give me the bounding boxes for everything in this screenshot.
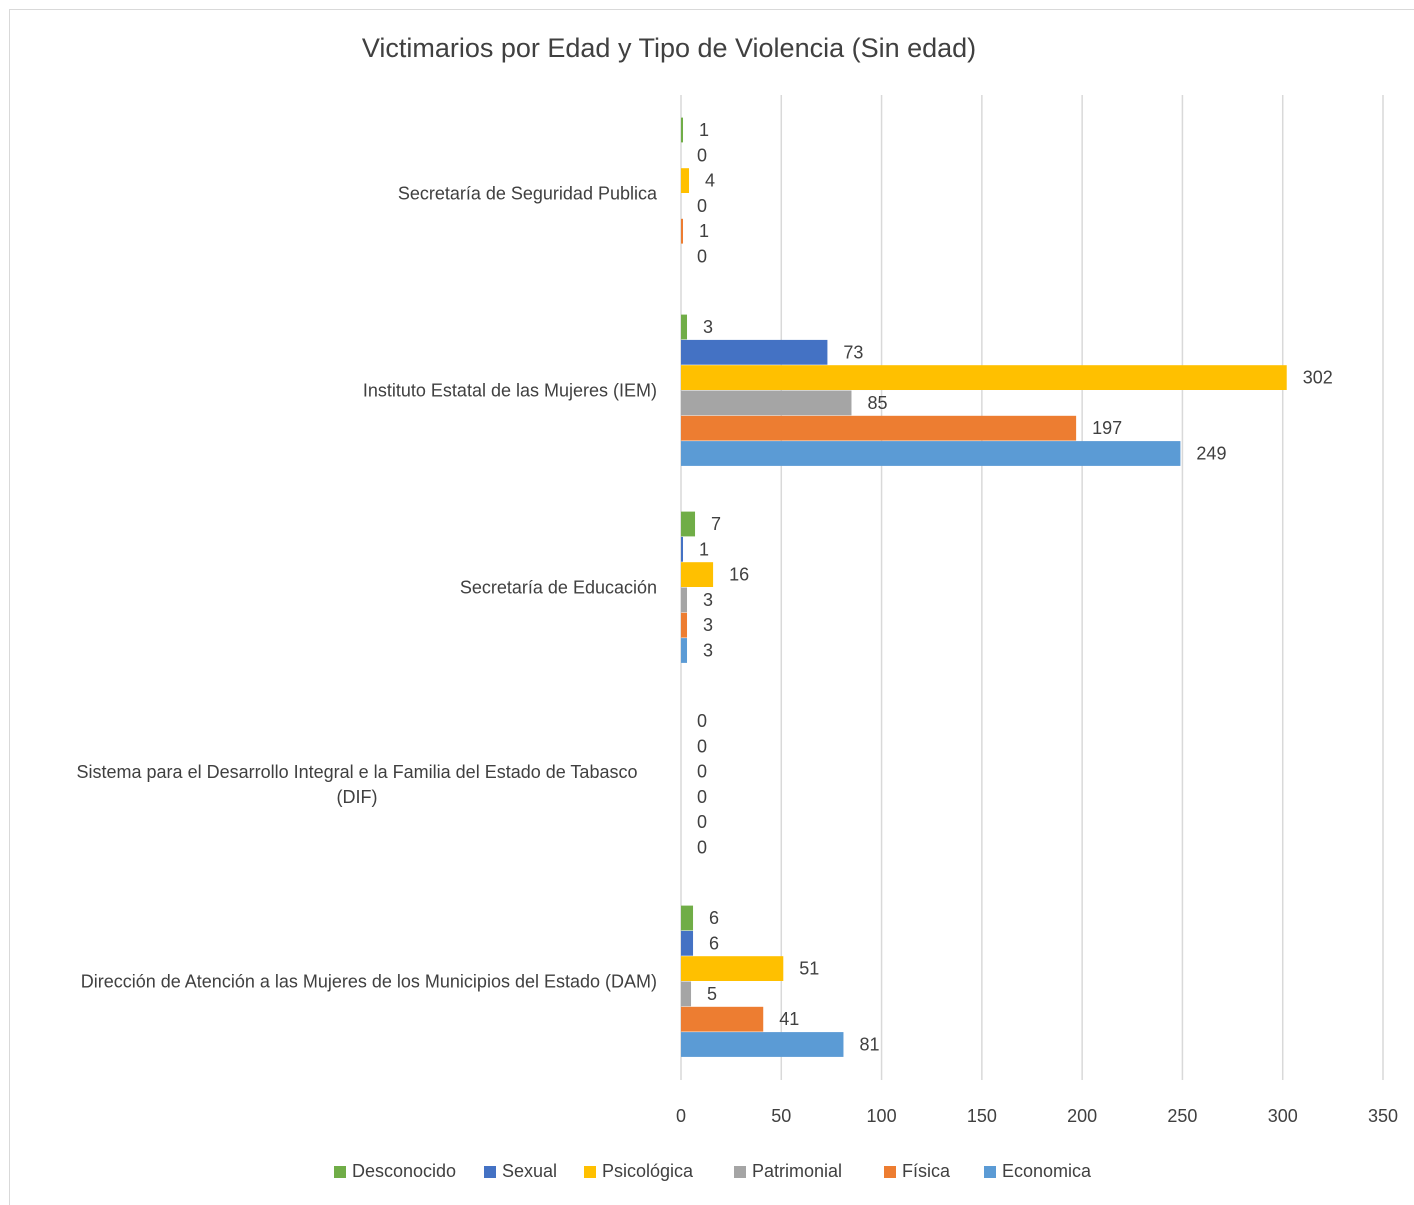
data-label: 41 [779,1009,799,1029]
chart-border [9,9,1414,1205]
bar [681,536,684,562]
data-label: 0 [697,196,707,216]
data-label: 0 [697,812,707,832]
data-label: 6 [709,933,719,953]
bar [681,117,684,143]
x-tick-label: 350 [1368,1106,1398,1126]
bar [681,339,828,365]
legend-label: Desconocido [352,1161,456,1181]
data-label: 1 [699,221,709,241]
x-tick-label: 100 [867,1106,897,1126]
x-tick-label: 50 [771,1106,791,1126]
legend-label: Patrimonial [752,1161,842,1181]
data-label: 249 [1196,444,1226,464]
data-label: 3 [703,641,713,661]
data-label: 0 [697,838,707,858]
bar [681,415,1077,441]
bar [681,1006,764,1032]
data-label: 6 [709,908,719,928]
x-tick-label: 200 [1067,1106,1097,1126]
data-label: 4 [705,171,715,191]
bar [681,218,684,244]
data-label: 302 [1303,368,1333,388]
legend-swatch [984,1166,996,1178]
bar [681,587,688,613]
bar [681,930,694,956]
data-label: 81 [859,1035,879,1055]
legend-swatch [734,1166,746,1178]
data-label: 3 [703,590,713,610]
data-label: 16 [729,565,749,585]
y-tick-label: Sistema para el Desarrollo Integral e la… [76,761,638,807]
bar [681,956,784,981]
x-tick-label: 0 [676,1106,686,1126]
x-tick-label: 250 [1167,1106,1197,1126]
legend-swatch [884,1166,896,1178]
data-label: 7 [711,514,721,534]
bar [681,511,696,537]
data-label: 3 [703,615,713,635]
legend-label: Física [902,1161,951,1181]
data-label: 0 [697,247,707,267]
data-label: 85 [867,393,887,413]
bar [681,441,1181,466]
bar [681,638,688,663]
data-label: 51 [799,959,819,979]
legend-swatch [484,1166,496,1178]
legend-swatch [334,1166,346,1178]
x-tick-label: 300 [1268,1106,1298,1126]
data-label: 0 [697,711,707,731]
data-label: 5 [707,984,717,1004]
legend-swatch [584,1166,596,1178]
data-label: 0 [697,145,707,165]
data-label: 1 [699,120,709,140]
bar [681,562,714,587]
data-label: 1 [699,539,709,559]
y-tick-label: Secretaría de Seguridad Publica [397,183,657,203]
data-label: 197 [1092,418,1122,438]
data-label: 0 [697,787,707,807]
legend-label: Economica [1002,1161,1092,1181]
data-label: 0 [697,736,707,756]
bar [681,612,688,638]
legend-label: Psicológica [602,1161,694,1181]
y-tick-label: Secretaría de Educación [459,577,657,597]
y-tick-label: Dirección de Atención a las Mujeres de l… [80,971,657,991]
bar [681,905,694,931]
legend-label: Sexual [502,1161,557,1181]
y-tick-label: Instituto Estatal de las Mujeres (IEM) [362,380,657,400]
bar [681,981,692,1007]
data-label: 3 [703,317,713,337]
data-label: 0 [697,762,707,782]
bar [681,365,1287,390]
bar [681,314,688,340]
bar [681,168,690,193]
x-tick-label: 150 [967,1106,997,1126]
chart-title: Victimarios por Edad y Tipo de Violencia… [362,33,976,63]
bar [681,390,852,416]
data-label: 73 [843,342,863,362]
bar [681,1032,844,1057]
